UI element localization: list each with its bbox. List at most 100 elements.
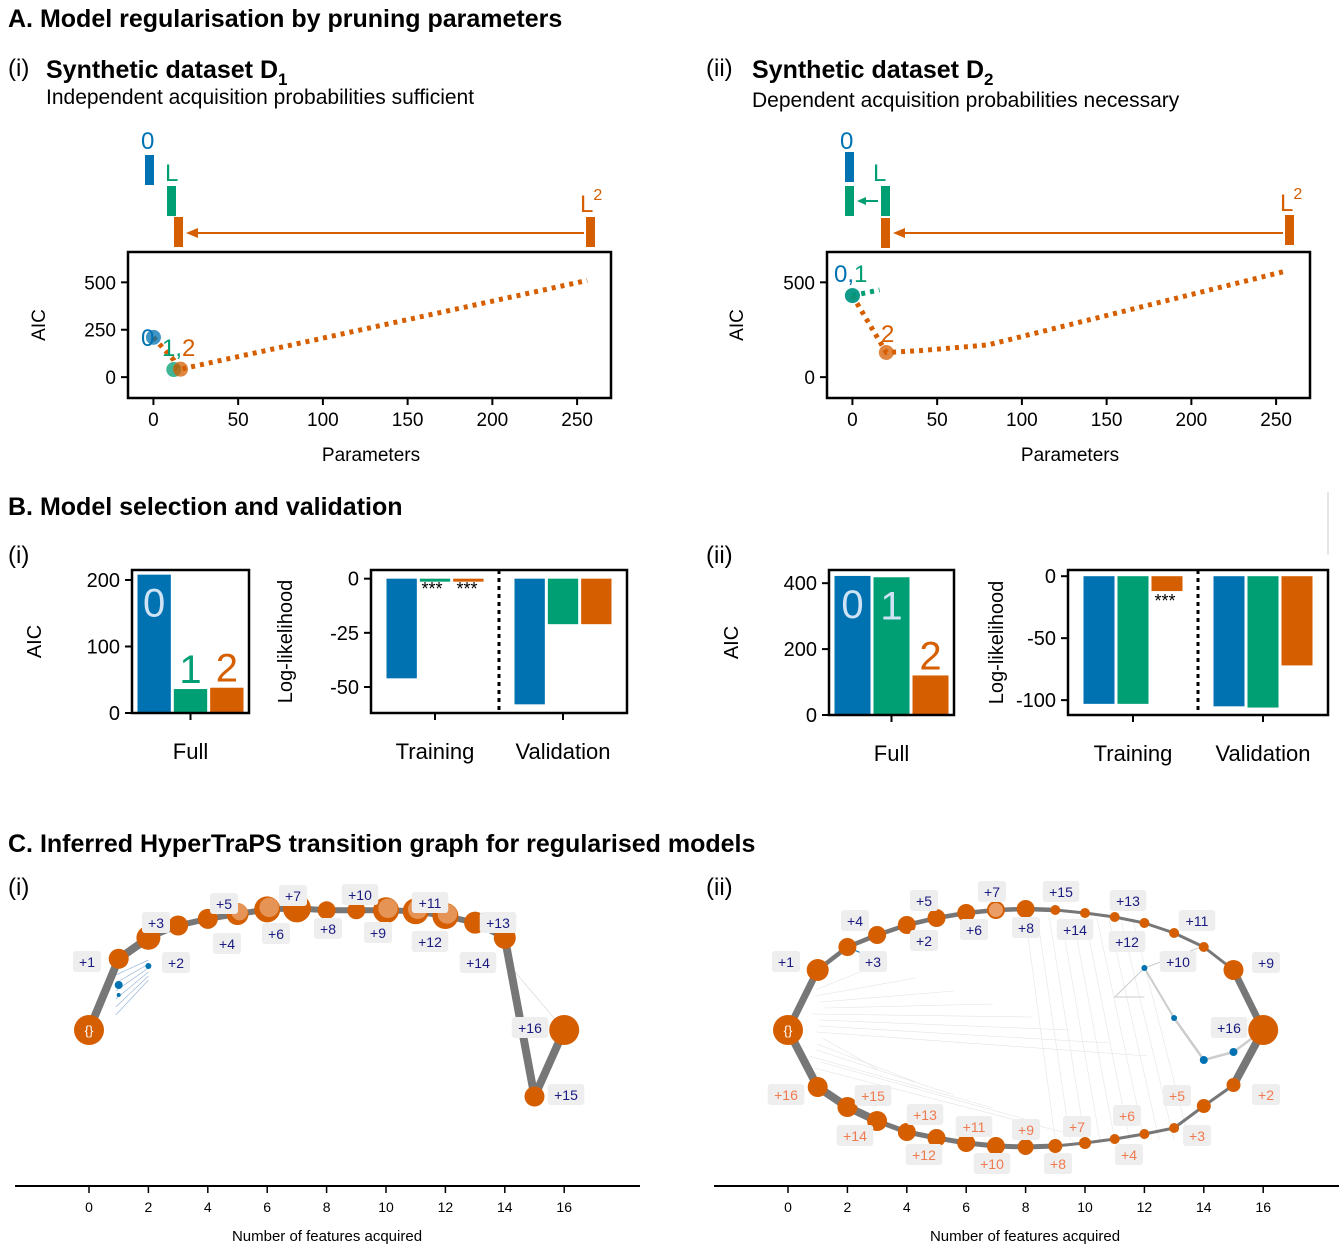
x-tick-label: 12 [438, 1199, 454, 1215]
bar [387, 579, 417, 679]
panel-tag: (i) [8, 55, 29, 82]
minor-node [1230, 1048, 1238, 1056]
minor-edge [1115, 968, 1145, 997]
model-0-marker [145, 155, 154, 185]
aic-bar-chart: 0 12Full0200400AIC [721, 570, 954, 766]
node-label: +10 [348, 887, 372, 903]
panel-tag: (i) [8, 542, 29, 569]
node-label: +7 [1069, 1119, 1085, 1135]
model-0-label: 0 [141, 128, 154, 155]
category-label: Validation [1216, 741, 1311, 766]
minor-edge [823, 1004, 993, 1008]
graph-node [1050, 905, 1060, 915]
x-tick-label: 0 [784, 1199, 792, 1215]
model-1-label: L [165, 160, 178, 187]
significance-stars: *** [456, 579, 477, 599]
y-tick-label: -100 [1016, 690, 1056, 712]
node-label: +16 [1217, 1020, 1241, 1036]
plot-frame [827, 252, 1310, 398]
bar [1282, 576, 1313, 665]
graph-node [1139, 1129, 1149, 1139]
model-1-label: L [873, 160, 886, 187]
minor-node [117, 993, 121, 997]
x-axis-label: Parameters [322, 445, 420, 466]
node-label: +6 [1119, 1108, 1135, 1124]
heading-c: C. Inferred HyperTraPS transition graph … [8, 830, 755, 858]
node-label: +14 [843, 1128, 867, 1144]
x-tick-label: 14 [1196, 1199, 1212, 1215]
minor-edge [822, 1038, 877, 1069]
root-label: {} [85, 1023, 94, 1038]
node-label: +16 [518, 1020, 542, 1036]
model-2-label: L2 [580, 187, 602, 218]
minor-edge [1144, 968, 1174, 1018]
x-tick-label: 12 [1137, 1199, 1153, 1215]
node-label: +1 [79, 954, 95, 970]
x-tick-label: 250 [561, 410, 593, 431]
x-tick-label: 0 [847, 410, 858, 431]
bar [1084, 576, 1115, 704]
node-label: +8 [1018, 920, 1034, 936]
x-tick-label: 200 [1176, 410, 1208, 431]
y-tick-label: 0 [806, 705, 817, 727]
node-label: +11 [419, 895, 442, 911]
graph-node [1110, 1134, 1120, 1144]
significance-stars: *** [421, 579, 442, 599]
x-tick-label: 8 [1022, 1199, 1030, 1215]
minor-edge [818, 1026, 1109, 1043]
data-point [845, 288, 860, 303]
x-tick-label: 0 [148, 410, 159, 431]
graph-node [1169, 928, 1179, 938]
transition-graph: {}+1 +2+3+4+5+6+7+8+10+9+11+12+13+14+15+1… [73, 884, 584, 1107]
graph-node [1197, 1099, 1211, 1113]
heading-a: A. Model regularisation by pruning param… [8, 5, 562, 33]
x-tick-label: 16 [556, 1199, 572, 1215]
x-tick-label: 50 [228, 410, 249, 431]
bar [1248, 576, 1279, 707]
panel-tag: (ii) [706, 874, 733, 901]
model-1-marker [845, 186, 854, 216]
graph-node [1224, 960, 1244, 980]
category-label: Training [396, 739, 475, 764]
bar [210, 688, 243, 713]
node-label: +9 [1258, 955, 1274, 971]
bar-value-label: 2 [919, 634, 941, 678]
node-label: +13 [486, 915, 510, 931]
graph-node [1080, 908, 1090, 918]
model-2-marker [174, 217, 183, 247]
bar [1214, 576, 1245, 706]
arrow-head [186, 228, 198, 238]
node-label: +15 [1049, 884, 1073, 900]
transition-graph: {}+1+2+3+4+5+6+7+8+9+10+11+12+13+14+15+1… [768, 881, 1280, 1174]
bar [1152, 576, 1183, 591]
category-label: Full [173, 739, 208, 764]
node-label: +5 [916, 893, 932, 909]
node-label: +10 [1166, 954, 1190, 970]
y-axis-label: AIC [29, 309, 50, 341]
y-tick-label: 400 [784, 573, 817, 595]
x-axis-label: Number of features acquired [232, 1228, 422, 1245]
panel-c-i: (i) {} +1 +2 +3 +4 +5 +6 +7 +8 +10 +9 +11 +12 +13 +14 +… [8, 874, 640, 1245]
panel-title: Synthetic dataset D2 [752, 56, 993, 89]
model-2-marker [881, 218, 890, 248]
x-tick-label: 10 [1077, 1199, 1093, 1215]
graph-node [838, 938, 856, 956]
x-tick-label: 2 [844, 1199, 852, 1215]
x-tick-label: 100 [1006, 410, 1038, 431]
heading-b: B. Model selection and validation [8, 493, 403, 521]
bar [1118, 576, 1149, 704]
node-highlight [259, 898, 279, 918]
x-tick-label: 4 [204, 1199, 212, 1215]
series-line [852, 271, 1286, 353]
y-axis-label: Log-likelihood [275, 580, 297, 703]
node-label: +6 [268, 926, 284, 942]
minor-node [1200, 1056, 1208, 1064]
loglik-bar-chart: Training Validation 0 -25 -50 Log-likelihood *… [275, 569, 627, 764]
minor-edge [116, 976, 149, 1007]
x-tick-label: 150 [392, 410, 424, 431]
x-tick-label: 14 [497, 1199, 513, 1215]
y-axis-label: AIC [721, 626, 743, 659]
graph-node [987, 1137, 1005, 1155]
graph-node [1169, 1123, 1179, 1133]
x-tick-label: 0 [85, 1199, 93, 1215]
